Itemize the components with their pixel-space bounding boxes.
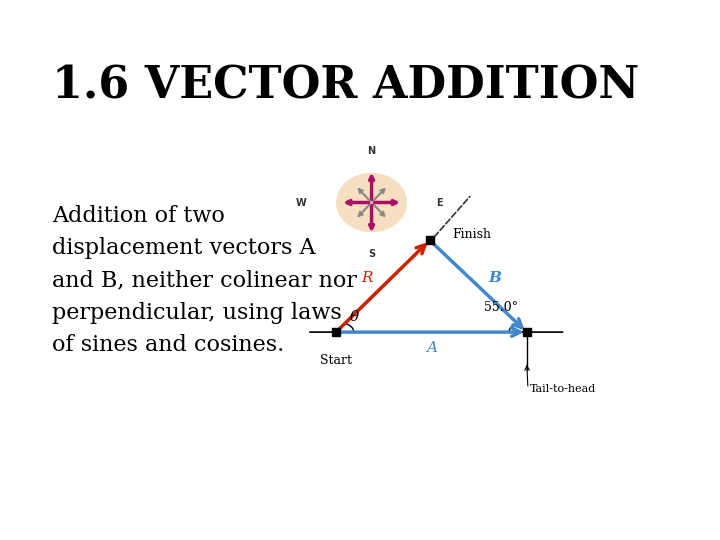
Text: S: S [368, 249, 375, 259]
Text: Finish: Finish [452, 228, 491, 241]
Text: 1.6 VECTOR ADDITION: 1.6 VECTOR ADDITION [52, 65, 639, 108]
Text: R: R [361, 271, 372, 285]
Text: E: E [436, 198, 443, 207]
Text: Start: Start [320, 354, 352, 367]
Text: W: W [296, 198, 307, 207]
Text: Tail-to-head: Tail-to-head [530, 384, 596, 394]
Circle shape [336, 173, 407, 232]
Text: A: A [426, 341, 437, 355]
Text: Addition of two
displacement vectors A
and B, neither colinear nor
perpendicular: Addition of two displacement vectors A a… [52, 205, 356, 356]
Text: θ: θ [350, 310, 359, 324]
Text: N: N [367, 146, 376, 156]
Text: B: B [488, 271, 501, 285]
Text: 55.0°: 55.0° [484, 301, 518, 314]
